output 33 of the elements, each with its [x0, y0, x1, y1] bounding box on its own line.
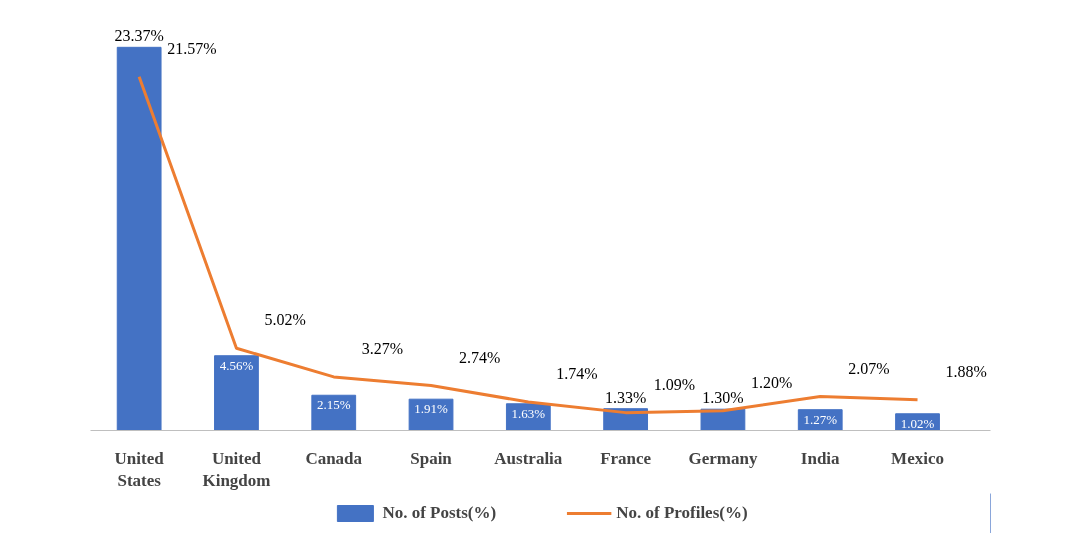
- data-label: 5.02%: [264, 311, 306, 329]
- data-label: 1.27%: [803, 411, 838, 427]
- data-label: 4.56%: [219, 357, 254, 373]
- data-label: 2.15%: [316, 397, 351, 413]
- legend-label: No. of Profiles(%): [616, 503, 748, 523]
- data-label: 1.33%: [604, 388, 647, 406]
- data-label: 1.74%: [556, 364, 598, 382]
- x-tick-label: Australia: [494, 448, 563, 468]
- data-label: 23.37%: [114, 27, 164, 45]
- bar: [408, 398, 454, 431]
- bar: [214, 355, 259, 431]
- x-tick-label: France: [600, 448, 652, 468]
- data-label: 3.27%: [361, 339, 404, 357]
- data-label: 1.91%: [414, 401, 448, 417]
- legend-label: No. of Posts(%): [382, 503, 497, 523]
- data-label: 2.74%: [459, 348, 501, 366]
- data-label: 2.07%: [848, 359, 890, 377]
- data-label: 1.63%: [511, 405, 546, 421]
- data-label: 1.02%: [900, 415, 935, 431]
- x-tick-label: United States: [114, 448, 165, 491]
- x-tick-label: Spain: [410, 448, 453, 468]
- bar: [311, 394, 357, 431]
- x-tick-label: Canada: [305, 448, 363, 468]
- data-label: 1.09%: [653, 375, 695, 393]
- x-tick-label: Mexico: [891, 448, 944, 468]
- data-label: 1.30%: [702, 389, 744, 407]
- x-tick-label: India: [800, 448, 841, 468]
- data-label: 1.88%: [945, 362, 987, 380]
- data-label: 1.20%: [750, 373, 793, 391]
- data-label: 21.57%: [167, 39, 217, 57]
- bar: [116, 46, 162, 431]
- x-tick-label: Germany: [688, 448, 758, 468]
- x-tick-label: United Kingdom: [202, 448, 271, 491]
